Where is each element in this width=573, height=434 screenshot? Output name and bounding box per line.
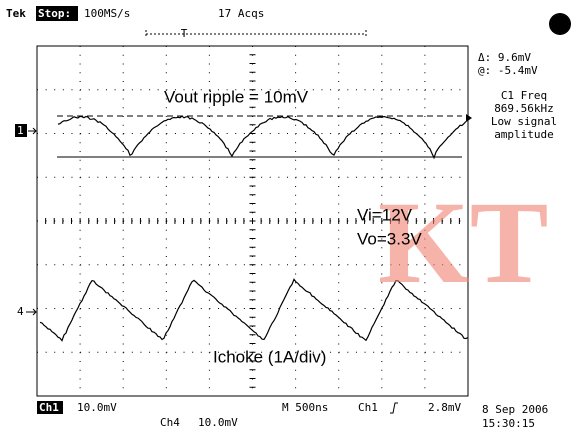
footer-ch1-scale: 10.0mV xyxy=(77,401,117,414)
cursor-delta: Δ: 9.6mV xyxy=(478,51,531,64)
footer-time: 15:30:15 xyxy=(482,417,535,430)
display: KT Tek Stop: 100MS/s 17 Acqs T Δ: 9.6mV … xyxy=(0,0,573,434)
vo-label: Vo=3.3V xyxy=(357,229,422,248)
footer-ch1: Ch1 xyxy=(39,401,59,414)
run-indicator xyxy=(549,13,571,35)
measure-note: Low signal xyxy=(491,115,557,128)
acqs: 17 Acqs xyxy=(218,7,264,20)
trigger-marker: T xyxy=(181,27,188,40)
vout-trace xyxy=(58,116,466,158)
status: Stop: xyxy=(38,7,71,20)
measure-name: C1 Freq xyxy=(501,89,547,102)
measure-value: 869.56kHz xyxy=(494,102,554,115)
brand: Tek xyxy=(6,7,26,20)
footer-date: 8 Sep 2006 xyxy=(482,403,548,416)
ripple-label: Vout ripple = 10mV xyxy=(164,87,309,106)
measure-note: amplitude xyxy=(494,128,554,141)
trigger-level-arrow xyxy=(466,114,472,122)
trig-slope xyxy=(390,403,398,413)
scope-screen: KT Tek Stop: 100MS/s 17 Acqs T Δ: 9.6mV … xyxy=(0,0,573,434)
ch4-arrow xyxy=(26,309,36,315)
ch1-marker: 1 xyxy=(17,124,24,137)
record-bar xyxy=(146,30,366,38)
footer-trig-level: 2.8mV xyxy=(428,401,461,414)
ichoke-label: Ichoke (1A/div) xyxy=(213,347,326,366)
rate: 100MS/s xyxy=(84,7,130,20)
vi-label: Vi=12V xyxy=(357,205,413,224)
cursor-at: @: -5.4mV xyxy=(478,64,538,77)
footer-timebase: M 500ns xyxy=(282,401,328,414)
footer-ch4-scale: 10.0mV xyxy=(198,416,238,429)
footer-ch4: Ch4 xyxy=(160,416,180,429)
ch1-arrow xyxy=(28,128,36,134)
ch4-marker: 4 xyxy=(17,305,24,318)
footer-trig-src: Ch1 xyxy=(358,401,378,414)
